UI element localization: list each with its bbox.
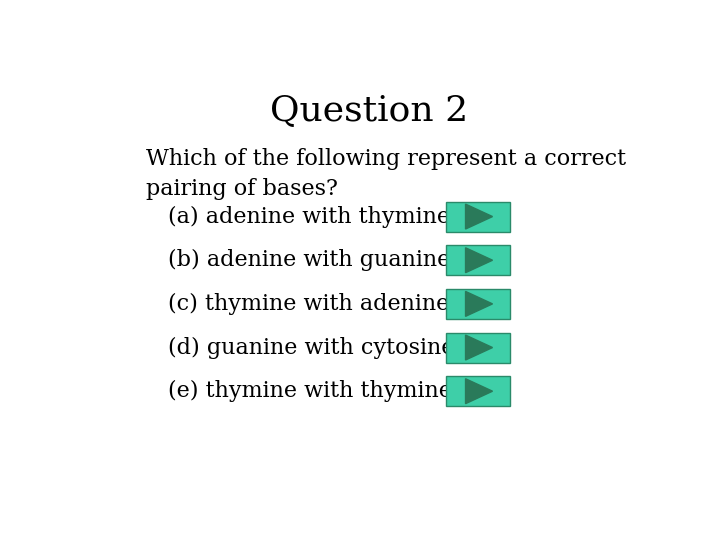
Polygon shape	[466, 292, 492, 316]
Text: (a) adenine with thymine: (a) adenine with thymine	[168, 206, 450, 228]
Polygon shape	[466, 248, 492, 273]
FancyBboxPatch shape	[446, 289, 510, 319]
FancyBboxPatch shape	[446, 201, 510, 232]
FancyBboxPatch shape	[446, 376, 510, 406]
FancyBboxPatch shape	[446, 333, 510, 362]
Polygon shape	[466, 335, 492, 360]
FancyBboxPatch shape	[446, 245, 510, 275]
Text: (c) thymine with adenine: (c) thymine with adenine	[168, 293, 449, 315]
Text: (e) thymine with thymine: (e) thymine with thymine	[168, 380, 452, 402]
Text: (b) adenine with guanine: (b) adenine with guanine	[168, 249, 451, 271]
Text: Question 2: Question 2	[270, 94, 468, 128]
Text: (d) guanine with cytosine: (d) guanine with cytosine	[168, 336, 454, 359]
Polygon shape	[466, 379, 492, 404]
Text: Which of the following represent a correct
pairing of bases?: Which of the following represent a corre…	[145, 148, 626, 200]
Polygon shape	[466, 204, 492, 229]
